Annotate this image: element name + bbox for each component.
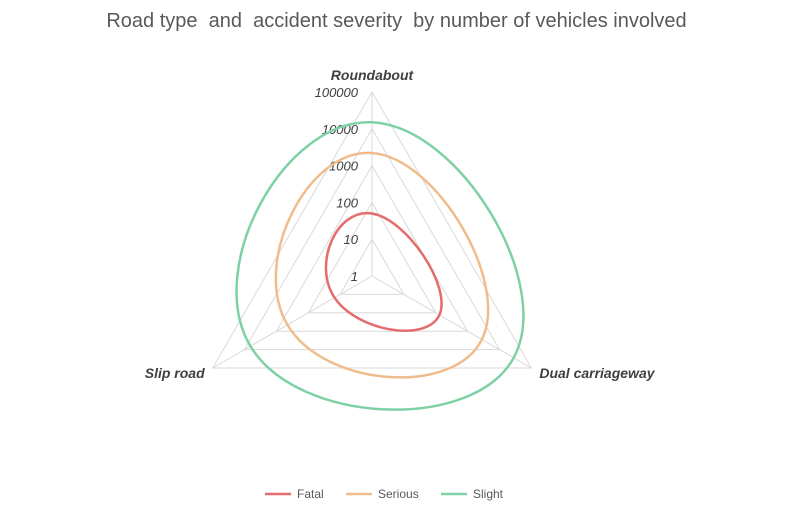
tick-label: 1000: [329, 159, 359, 174]
grid-spoke: [371, 275, 532, 369]
legend-entry: Fatal: [297, 487, 324, 501]
tick-label: 100: [336, 195, 358, 210]
grid-spoke: [212, 275, 373, 369]
axis-label: Dual carriageway: [539, 365, 655, 381]
series-line-serious: [274, 151, 490, 379]
axis-label: Roundabout: [331, 67, 415, 83]
chart-title: Road type and accident severity by numbe…: [106, 10, 687, 32]
tick-label: 100000: [315, 85, 359, 100]
legend-entry: Slight: [473, 487, 504, 501]
grid-ring: [307, 201, 437, 314]
tick-label: 1: [351, 269, 358, 284]
axis-label: Slip road: [145, 365, 205, 381]
legend-entry: Serious: [378, 487, 419, 501]
series-line-fatal: [324, 212, 443, 332]
grid-ring: [243, 127, 501, 351]
series-line-slight: [235, 121, 525, 411]
tick-label: 10: [344, 232, 359, 247]
grid-ring: [211, 91, 533, 369]
grid-ring: [339, 238, 405, 295]
